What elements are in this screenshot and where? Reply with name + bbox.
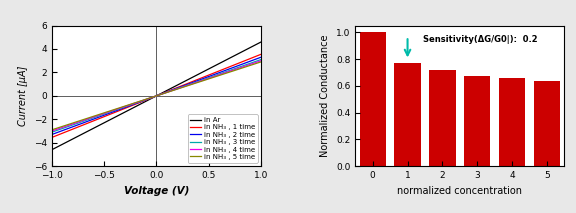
in NH₃ , 1 time (257, 53, 264, 56)
in NH₃ , 2 time (162, 91, 169, 94)
in NH₃ , 1 time (173, 87, 180, 89)
in NH₃ , 3 time (149, 96, 156, 98)
in Ar (253, 43, 260, 46)
in NH₃ , 1 time (162, 91, 169, 94)
in Ar (257, 41, 264, 43)
in Ar (162, 90, 169, 93)
Bar (464, 76, 490, 166)
Line: in NH₃ , 1 time: in NH₃ , 1 time (52, 54, 261, 137)
in NH₃ , 1 time (253, 55, 260, 58)
in Ar (149, 97, 156, 99)
in NH₃ , 1 time (149, 96, 156, 99)
in NH₃ , 2 time (257, 56, 264, 58)
in NH₃ , 2 time (48, 133, 55, 136)
in NH₃ , 4 time (173, 88, 180, 91)
Bar (359, 32, 386, 166)
Bar (534, 81, 560, 166)
in NH₃ , 4 time (148, 96, 155, 99)
in NH₃ , 2 time (148, 96, 155, 99)
in Ar (48, 148, 55, 151)
in NH₃ , 3 time (257, 58, 264, 61)
in NH₃ , 4 time (220, 72, 227, 75)
in NH₃ , 4 time (149, 96, 156, 98)
Text: Sensitivity(ΔG/G0|):  0.2: Sensitivity(ΔG/G0|): 0.2 (423, 35, 538, 44)
Line: in NH₃ , 2 time: in NH₃ , 2 time (52, 57, 261, 135)
in NH₃ , 3 time (253, 60, 260, 63)
Bar (429, 71, 456, 166)
in NH₃ , 5 time (253, 62, 260, 65)
in NH₃ , 5 time (48, 128, 55, 131)
Line: in Ar: in Ar (52, 42, 261, 150)
in NH₃ , 5 time (220, 73, 227, 75)
in NH₃ , 5 time (148, 96, 155, 99)
in NH₃ , 4 time (162, 92, 169, 94)
Y-axis label: Current [μA]: Current [μA] (18, 66, 28, 126)
Bar (499, 78, 525, 166)
in NH₃ , 2 time (253, 58, 260, 60)
Line: in NH₃ , 3 time: in NH₃ , 3 time (52, 59, 261, 132)
in NH₃ , 2 time (220, 70, 227, 72)
in NH₃ , 4 time (253, 61, 260, 64)
in NH₃ , 5 time (257, 60, 264, 63)
in NH₃ , 3 time (162, 92, 169, 94)
Line: in NH₃ , 4 time: in NH₃ , 4 time (52, 61, 261, 131)
in NH₃ , 4 time (257, 59, 264, 62)
in Ar (148, 97, 155, 100)
in NH₃ , 3 time (220, 71, 227, 74)
Legend: in Ar, in NH₃ , 1 time, in NH₃ , 2 time, in NH₃ , 3 time, in NH₃ , 4 time, in NH: in Ar, in NH₃ , 1 time, in NH₃ , 2 time,… (188, 114, 257, 163)
in NH₃ , 1 time (148, 97, 155, 99)
X-axis label: normalized concentration: normalized concentration (397, 186, 522, 196)
in NH₃ , 1 time (48, 136, 55, 139)
Line: in NH₃ , 5 time: in NH₃ , 5 time (52, 62, 261, 130)
in NH₃ , 3 time (148, 96, 155, 99)
in NH₃ , 3 time (48, 131, 55, 133)
in NH₃ , 5 time (162, 92, 169, 94)
in NH₃ , 1 time (220, 68, 227, 71)
in Ar (220, 60, 227, 63)
X-axis label: Voltage (V): Voltage (V) (124, 186, 189, 196)
in NH₃ , 2 time (149, 96, 156, 99)
in NH₃ , 2 time (173, 87, 180, 90)
Bar (395, 63, 420, 166)
in NH₃ , 3 time (173, 88, 180, 90)
in Ar (173, 84, 180, 87)
in NH₃ , 5 time (173, 88, 180, 91)
Y-axis label: Normalized Conductance: Normalized Conductance (320, 35, 331, 157)
in NH₃ , 5 time (149, 96, 156, 98)
in NH₃ , 4 time (48, 130, 55, 132)
